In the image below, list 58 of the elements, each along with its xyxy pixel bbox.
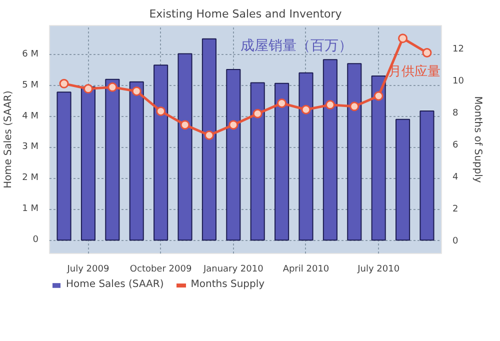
y2-tick-label: 10	[452, 76, 464, 86]
point	[350, 102, 360, 112]
y-tick-label: 3 M	[22, 142, 39, 152]
point	[156, 106, 166, 116]
bar	[129, 81, 144, 241]
point	[59, 78, 69, 88]
bar	[298, 72, 314, 241]
y-axis-title: Home Sales (SAAR)	[3, 90, 14, 188]
legend-label: Months Supply	[190, 279, 265, 290]
point	[83, 84, 93, 94]
bar	[154, 64, 168, 241]
point	[398, 34, 408, 44]
point	[228, 120, 238, 130]
point	[422, 48, 432, 58]
bar	[80, 86, 96, 241]
bar	[226, 68, 241, 241]
y2-tick-label: 2	[452, 204, 458, 215]
chart-title: Existing Home Sales and Inventory	[149, 8, 342, 20]
legend-label: Home Sales (SAAR)	[66, 279, 164, 290]
y2-tick-label: 8	[452, 108, 458, 119]
x-tick-label: July 2009	[66, 264, 110, 274]
bar	[105, 78, 120, 241]
point	[108, 82, 118, 92]
y-tick-label: 4 M	[22, 111, 39, 122]
bar	[420, 110, 434, 241]
x-tick-label: April 2010	[282, 264, 330, 274]
y-tick-label: 1 M	[22, 204, 39, 214]
point	[252, 108, 262, 118]
y-tick-label: 0	[32, 235, 39, 246]
x-tick-label: October 2009	[130, 264, 192, 274]
point	[132, 86, 142, 96]
bar	[347, 63, 362, 241]
annotation: 月供应量	[388, 63, 440, 78]
y-tick-label: 5 M	[22, 80, 39, 90]
y2-tick-label: 4	[452, 172, 458, 183]
bar	[250, 82, 265, 241]
y2-tick-label: 12	[452, 44, 464, 54]
point	[180, 120, 190, 130]
bar	[56, 92, 72, 241]
bar	[202, 38, 216, 241]
bar	[396, 118, 410, 241]
point	[374, 91, 384, 101]
x-tick-label: January 2010	[202, 264, 264, 274]
point	[277, 98, 287, 108]
y-tick-label: 6 M	[22, 49, 39, 60]
y2-tick-label: 6	[452, 140, 458, 151]
annotation: 成屋销量（百万）	[240, 36, 353, 53]
point	[301, 104, 311, 114]
x-tick-label: July 2010	[356, 264, 400, 274]
bar	[178, 53, 192, 241]
bar	[274, 82, 290, 241]
y-tick-label: 2 M	[22, 173, 39, 184]
point	[325, 100, 335, 110]
y2-tick-label: 0	[452, 236, 458, 247]
bar	[371, 75, 386, 241]
y2-axis-title: Months of Supply	[472, 96, 483, 183]
bar	[322, 59, 338, 241]
point	[204, 130, 214, 140]
